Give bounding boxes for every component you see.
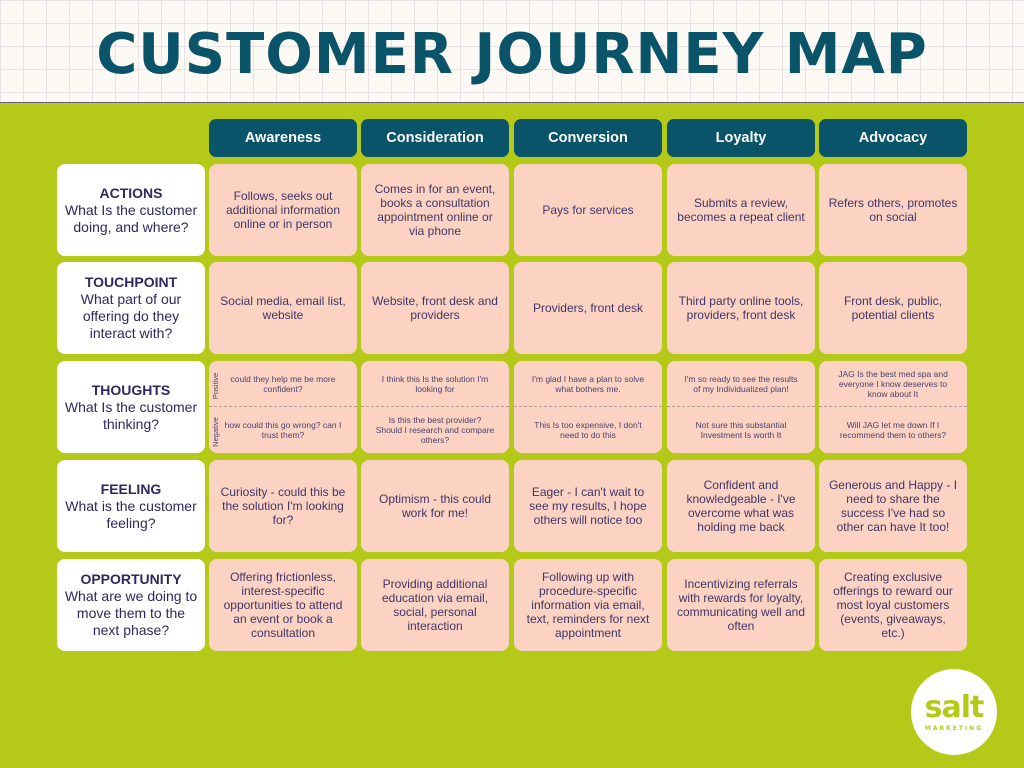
journey-cell: Front desk, public, potential clients (819, 262, 967, 354)
journey-cell: Eager - I can't wait to see my results, … (514, 460, 662, 552)
positive-thought: I'm so ready to see the results of my In… (667, 361, 815, 407)
positive-label: Positive (211, 372, 220, 400)
journey-cell: Third party online tools, providers, fro… (667, 262, 815, 354)
row-heading: FEELING (100, 480, 162, 497)
header: CUSTOMER JOURNEY MAP (0, 0, 1024, 103)
negative-thought: Not sure this substantial Investment Is … (695, 420, 787, 440)
row-label-thoughts: THOUGHTS What Is the customer thinking? (57, 361, 205, 453)
page-title: CUSTOMER JOURNEY MAP (96, 22, 928, 87)
row-label-opportunity: OPPORTUNITY What are we doing to move the… (57, 559, 205, 651)
positive-thought: I think this Is the solution I'm looking… (361, 361, 509, 407)
journey-cell: Submits a review, becomes a repeat clien… (667, 164, 815, 256)
thoughts-cell: could they help me be more confident? how… (209, 361, 357, 453)
journey-cell: Offering frictionless, interest-specific… (209, 559, 357, 651)
stage-header-advocacy: Advocacy (819, 119, 967, 157)
row-question: What are we doing to move them to the ne… (64, 588, 198, 638)
row-question: What part of our offering do they intera… (80, 291, 182, 341)
row-label-feeling: FEELING What is the customer feeling? (57, 460, 205, 552)
stage-header-awareness: Awareness (209, 119, 357, 157)
journey-cell: Incentivizing referrals with rewards for… (667, 559, 815, 651)
row-heading: OPPORTUNITY (80, 571, 182, 587)
journey-cell: Providing additional education via email… (361, 559, 509, 651)
journey-cell: Providers, front desk (514, 262, 662, 354)
stage-header-loyalty: Loyalty (667, 119, 815, 157)
row-heading: TOUCHPOINT (84, 274, 178, 290)
journey-cell: Creating exclusive offerings to reward o… (819, 559, 967, 651)
negative-thought: Is this the best provider? Should I rese… (375, 415, 495, 445)
row-question: What Is the customer thinking? (64, 398, 198, 432)
journey-cell: Website, front desk and providers (361, 262, 509, 354)
positive-thought: JAG Is the best med spa and everyone I k… (819, 361, 967, 407)
row-heading: THOUGHTS (91, 381, 171, 398)
row-label-actions: ACTIONS What Is the customer doing, and w… (57, 164, 205, 256)
logo-sub: MARKETING (924, 724, 984, 732)
journey-cell: Curiosity - could this be the solution I… (209, 460, 357, 552)
thoughts-cell: I'm glad I have a plan to solve what bot… (514, 361, 662, 453)
stage-header-consideration: Consideration (361, 119, 509, 157)
journey-cell: Social media, email list, website (209, 262, 357, 354)
positive-thought: could they help me be more confident? (209, 361, 357, 407)
logo-word: salt (924, 689, 985, 725)
journey-cell: Comes in for an event, books a consultat… (361, 164, 509, 256)
negative-label: Negative (211, 417, 220, 447)
stage-header-conversion: Conversion (514, 119, 662, 157)
row-question: What Is the customer doing, and where? (64, 201, 198, 235)
salt-marketing-logo: salt MARKETING (911, 669, 997, 755)
thoughts-cell: I think this Is the solution I'm looking… (361, 361, 509, 453)
negative-thought: how could this go wrong? can I trust the… (224, 420, 342, 440)
thoughts-cell: JAG Is the best med spa and everyone I k… (819, 361, 967, 453)
row-heading: ACTIONS (99, 184, 163, 201)
negative-thought: This Is too expensive, I don't need to d… (534, 420, 642, 440)
journey-cell: Generous and Happy - I need to share the… (819, 460, 967, 552)
positive-thought: I'm glad I have a plan to solve what bot… (514, 361, 662, 407)
journey-cell: Follows, seeks out additional informatio… (209, 164, 357, 256)
journey-cell: Confident and knowledgeable - I've overc… (667, 460, 815, 552)
journey-cell: Pays for services (514, 164, 662, 256)
journey-cell: Optimism - this could work for me! (361, 460, 509, 552)
row-label-touchpoint: TOUCHPOINT What part of our offering do t… (57, 262, 205, 354)
journey-cell: Refers others, promotes on social (819, 164, 967, 256)
thoughts-cell: I'm so ready to see the results of my In… (667, 361, 815, 453)
negative-thought: Will JAG let me down If I recommend them… (839, 420, 947, 440)
row-question: What is the customer feeling? (65, 497, 197, 531)
journey-cell: Following up with procedure-specific inf… (514, 559, 662, 651)
